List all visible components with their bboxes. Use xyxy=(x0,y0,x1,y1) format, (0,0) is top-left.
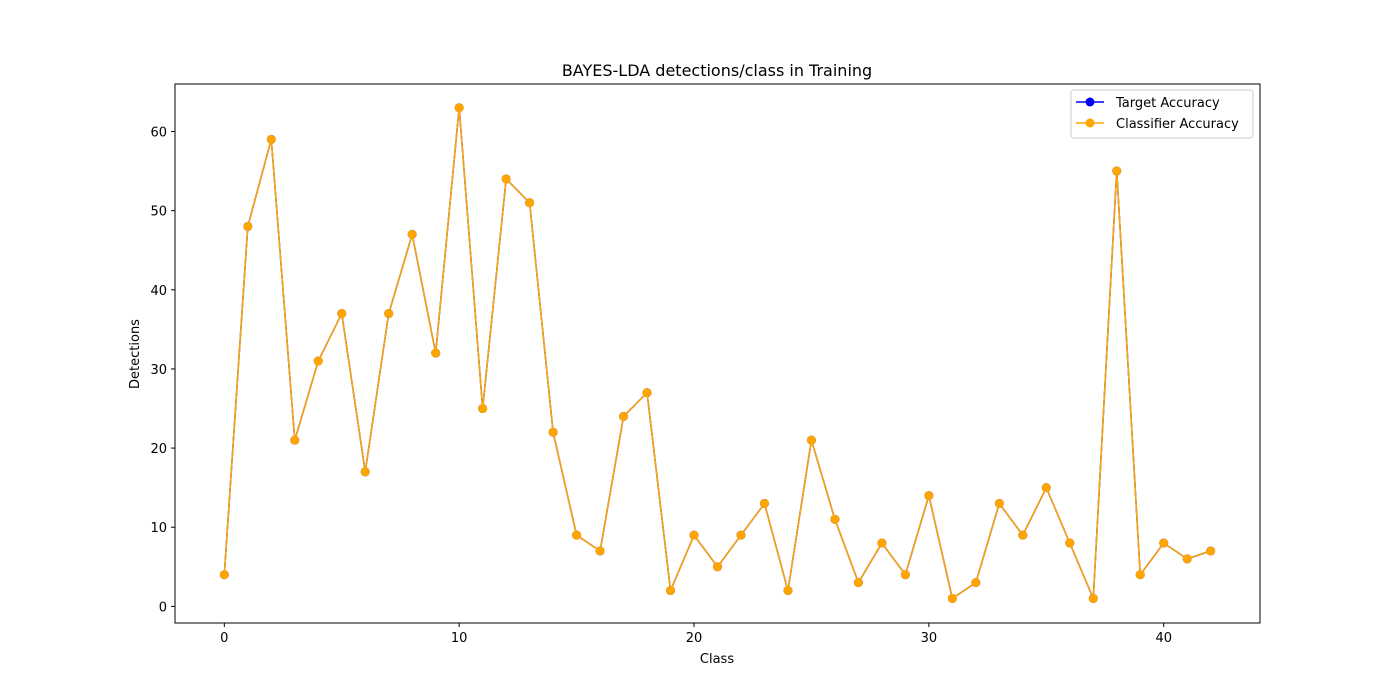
data-point-classifier-accuracy xyxy=(806,435,816,445)
data-point-classifier-accuracy xyxy=(454,103,464,113)
data-point-classifier-accuracy xyxy=(501,174,511,184)
data-point-classifier-accuracy xyxy=(595,546,605,556)
data-point-classifier-accuracy xyxy=(666,586,676,596)
y-tick-label: 0 xyxy=(159,600,167,615)
series-layer xyxy=(219,103,1216,603)
data-point-classifier-accuracy xyxy=(407,229,417,239)
data-point-classifier-accuracy xyxy=(572,530,582,540)
data-point-classifier-accuracy xyxy=(337,309,347,319)
data-point-classifier-accuracy xyxy=(266,134,276,144)
data-point-classifier-accuracy xyxy=(877,538,887,548)
y-tick-label: 20 xyxy=(150,442,167,457)
data-point-classifier-accuracy xyxy=(830,514,840,524)
legend-label-target-accuracy: Target Accuracy xyxy=(1115,96,1220,111)
plot-frame xyxy=(174,83,1261,624)
x-tick-label: 20 xyxy=(686,631,703,646)
x-tick-label: 30 xyxy=(921,631,938,646)
legend-box xyxy=(1070,89,1254,139)
data-point-classifier-accuracy xyxy=(642,388,652,398)
x-tick-label: 0 xyxy=(220,631,228,646)
data-point-classifier-accuracy xyxy=(924,491,934,501)
x-tick-label: 40 xyxy=(1155,631,1172,646)
y-tick-label: 30 xyxy=(150,363,167,378)
data-point-classifier-accuracy xyxy=(1206,546,1216,556)
data-point-classifier-accuracy xyxy=(1135,570,1145,580)
x-axis-title: Class xyxy=(700,652,734,667)
data-point-classifier-accuracy xyxy=(1088,593,1098,603)
data-point-classifier-accuracy xyxy=(525,198,535,208)
data-point-classifier-accuracy xyxy=(900,570,910,580)
data-point-classifier-accuracy xyxy=(219,570,229,580)
y-tick-label: 40 xyxy=(150,284,167,299)
x-tick-label: 10 xyxy=(451,631,468,646)
data-point-classifier-accuracy xyxy=(290,435,300,445)
y-axis-title: Detections xyxy=(128,319,143,389)
data-point-classifier-accuracy xyxy=(1065,538,1075,548)
series-points-classifier-accuracy xyxy=(219,103,1216,603)
data-point-classifier-accuracy xyxy=(713,562,722,572)
data-point-classifier-accuracy xyxy=(478,404,488,414)
data-point-classifier-accuracy xyxy=(971,578,981,588)
data-point-classifier-accuracy xyxy=(619,411,629,421)
data-point-classifier-accuracy xyxy=(1018,530,1028,540)
data-point-classifier-accuracy xyxy=(853,578,863,588)
y-tick-label: 10 xyxy=(150,521,167,536)
legend-marker-classifier-accuracy xyxy=(1085,118,1095,128)
data-point-classifier-accuracy xyxy=(313,356,323,366)
legend-label-classifier-accuracy: Classifier Accuracy xyxy=(1116,117,1239,132)
y-tick-label: 50 xyxy=(150,205,167,220)
data-point-classifier-accuracy xyxy=(548,427,558,437)
plot-area xyxy=(174,83,1261,624)
data-point-classifier-accuracy xyxy=(360,467,370,477)
chart-title: BAYES-LDA detections/class in Training xyxy=(562,61,872,80)
data-point-classifier-accuracy xyxy=(947,593,957,603)
data-point-classifier-accuracy xyxy=(994,498,1004,508)
legend: Target Accuracy Classifier Accuracy xyxy=(1070,89,1254,139)
data-point-classifier-accuracy xyxy=(384,309,394,319)
data-point-classifier-accuracy xyxy=(1112,166,1122,176)
data-point-classifier-accuracy xyxy=(1041,483,1051,493)
data-point-classifier-accuracy xyxy=(243,221,253,231)
data-point-classifier-accuracy xyxy=(1159,538,1169,548)
data-point-classifier-accuracy xyxy=(759,498,769,508)
data-point-classifier-accuracy xyxy=(783,586,793,596)
data-point-classifier-accuracy xyxy=(736,530,746,540)
data-point-classifier-accuracy xyxy=(1182,554,1192,564)
data-point-classifier-accuracy xyxy=(689,530,699,540)
legend-marker-target-accuracy xyxy=(1085,97,1095,107)
data-point-classifier-accuracy xyxy=(431,348,441,358)
y-tick-label: 60 xyxy=(150,125,167,140)
axis-ticks: 0 10 20 30 40 0 10 20 30 40 50 60 xyxy=(150,125,1172,646)
